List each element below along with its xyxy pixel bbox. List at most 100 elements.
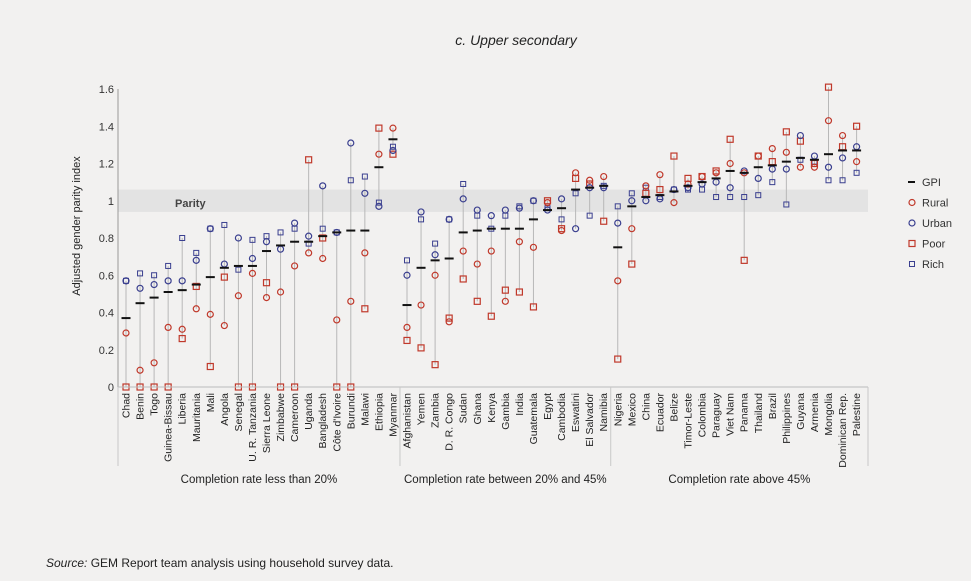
country-label: Malawi [359, 393, 371, 426]
country-label: Mongolia [823, 393, 835, 436]
legend-label: Rural [922, 198, 948, 210]
country-label: Palestine [851, 393, 863, 436]
poor-point [515, 288, 524, 296]
urban-point [614, 219, 622, 227]
urban-point [501, 206, 509, 214]
rich-point [277, 229, 284, 236]
country-label: Guinea-Bissau [163, 393, 175, 462]
poor-point [782, 128, 790, 136]
rich-point [558, 216, 565, 223]
rural-point [276, 288, 285, 296]
country-label: Cambodia [556, 393, 568, 441]
urban-point [389, 146, 397, 155]
country-label: Afghanistan [402, 393, 414, 449]
urban-point [347, 139, 355, 147]
poor-point [600, 217, 608, 225]
rich-point [319, 225, 326, 232]
urban-point [431, 251, 439, 259]
country-label: Cameroon [289, 393, 301, 442]
rich-point [151, 272, 158, 279]
country-label: Myanmar [387, 393, 399, 437]
rich-point [221, 221, 228, 228]
urban-point [698, 180, 706, 188]
rural-point [656, 171, 664, 179]
x-axis: Chad Benin Togo Guinea-Bissau Liberia Maurita… [117, 386, 869, 486]
rural-point [178, 325, 186, 333]
country-label: Zimbabwe [275, 393, 287, 442]
rural-point [824, 117, 833, 125]
rural-point [375, 150, 383, 158]
poor-point [670, 152, 678, 160]
urban-point [628, 197, 636, 205]
country-label: China [640, 393, 652, 421]
urban-point [600, 184, 608, 192]
rich-point [193, 249, 200, 256]
country-label: Namibia [598, 393, 610, 432]
rich-point [727, 194, 734, 201]
rural-point [543, 199, 552, 207]
y-tick-label: 1 [108, 196, 114, 208]
poor-point [487, 312, 495, 320]
urban-point [726, 184, 734, 192]
rural-point [459, 247, 467, 255]
poor-point [375, 124, 383, 132]
urban-point [403, 271, 411, 279]
rural-point [262, 294, 271, 302]
urban-point [150, 280, 158, 289]
rural-point [403, 323, 411, 331]
urban-point [164, 277, 172, 285]
poor-point [473, 297, 481, 305]
country-label: Sierra Leone [261, 393, 273, 453]
rural-point [642, 182, 650, 190]
y-tick-label: 0.2 [99, 345, 114, 357]
urban-point [487, 212, 495, 220]
country-label: Panama [739, 393, 751, 432]
country-label: Ethiopia [373, 393, 385, 431]
rural-point [220, 321, 228, 330]
country-label: Kenya [486, 393, 498, 423]
rural-point [319, 254, 327, 263]
country-label: Chad [121, 393, 133, 418]
rural-point [838, 131, 847, 140]
urban-point [571, 225, 580, 233]
urban-point [262, 238, 271, 246]
rural-point [515, 238, 524, 246]
rural-point [726, 159, 734, 168]
poor-point [389, 150, 397, 158]
rural-point [571, 169, 580, 177]
rural-point [305, 249, 313, 257]
rich-point [825, 177, 832, 184]
country-label: Zambia [430, 393, 442, 428]
rich-point [418, 216, 425, 223]
country-label: Angola [219, 393, 231, 426]
rich-point [432, 240, 439, 247]
rural-point [347, 297, 355, 305]
country-label: Eswatini [570, 393, 582, 432]
poor-point [417, 344, 425, 352]
poor-point [361, 305, 369, 313]
urban-point [206, 225, 214, 233]
y-tick-label: 1.6 [99, 84, 114, 96]
legend-label: GPI [922, 177, 941, 189]
country-label: Nigeria [612, 393, 624, 426]
country-label: Ghana [472, 393, 484, 425]
urban-point [375, 202, 383, 210]
rich-point [741, 194, 748, 201]
rural-point [206, 310, 214, 318]
poor-point [178, 334, 186, 343]
rural-point [600, 172, 608, 181]
country-label: Senegal [233, 393, 245, 432]
y-tick-label: 0.6 [99, 270, 114, 282]
poor-point [431, 361, 439, 369]
country-label: Ecuador [654, 392, 666, 432]
poor-point [628, 260, 636, 268]
rich-point [839, 177, 846, 184]
country-label: Guatemala [528, 393, 540, 445]
urban-point [234, 234, 242, 242]
y-axis-label: Adjusted gender parity index [71, 156, 83, 296]
rural-point [670, 199, 678, 207]
country-label: Armenia [809, 393, 821, 432]
rich-point [628, 190, 635, 197]
legend: GPI Rural Urban Poor Rich [908, 177, 952, 271]
